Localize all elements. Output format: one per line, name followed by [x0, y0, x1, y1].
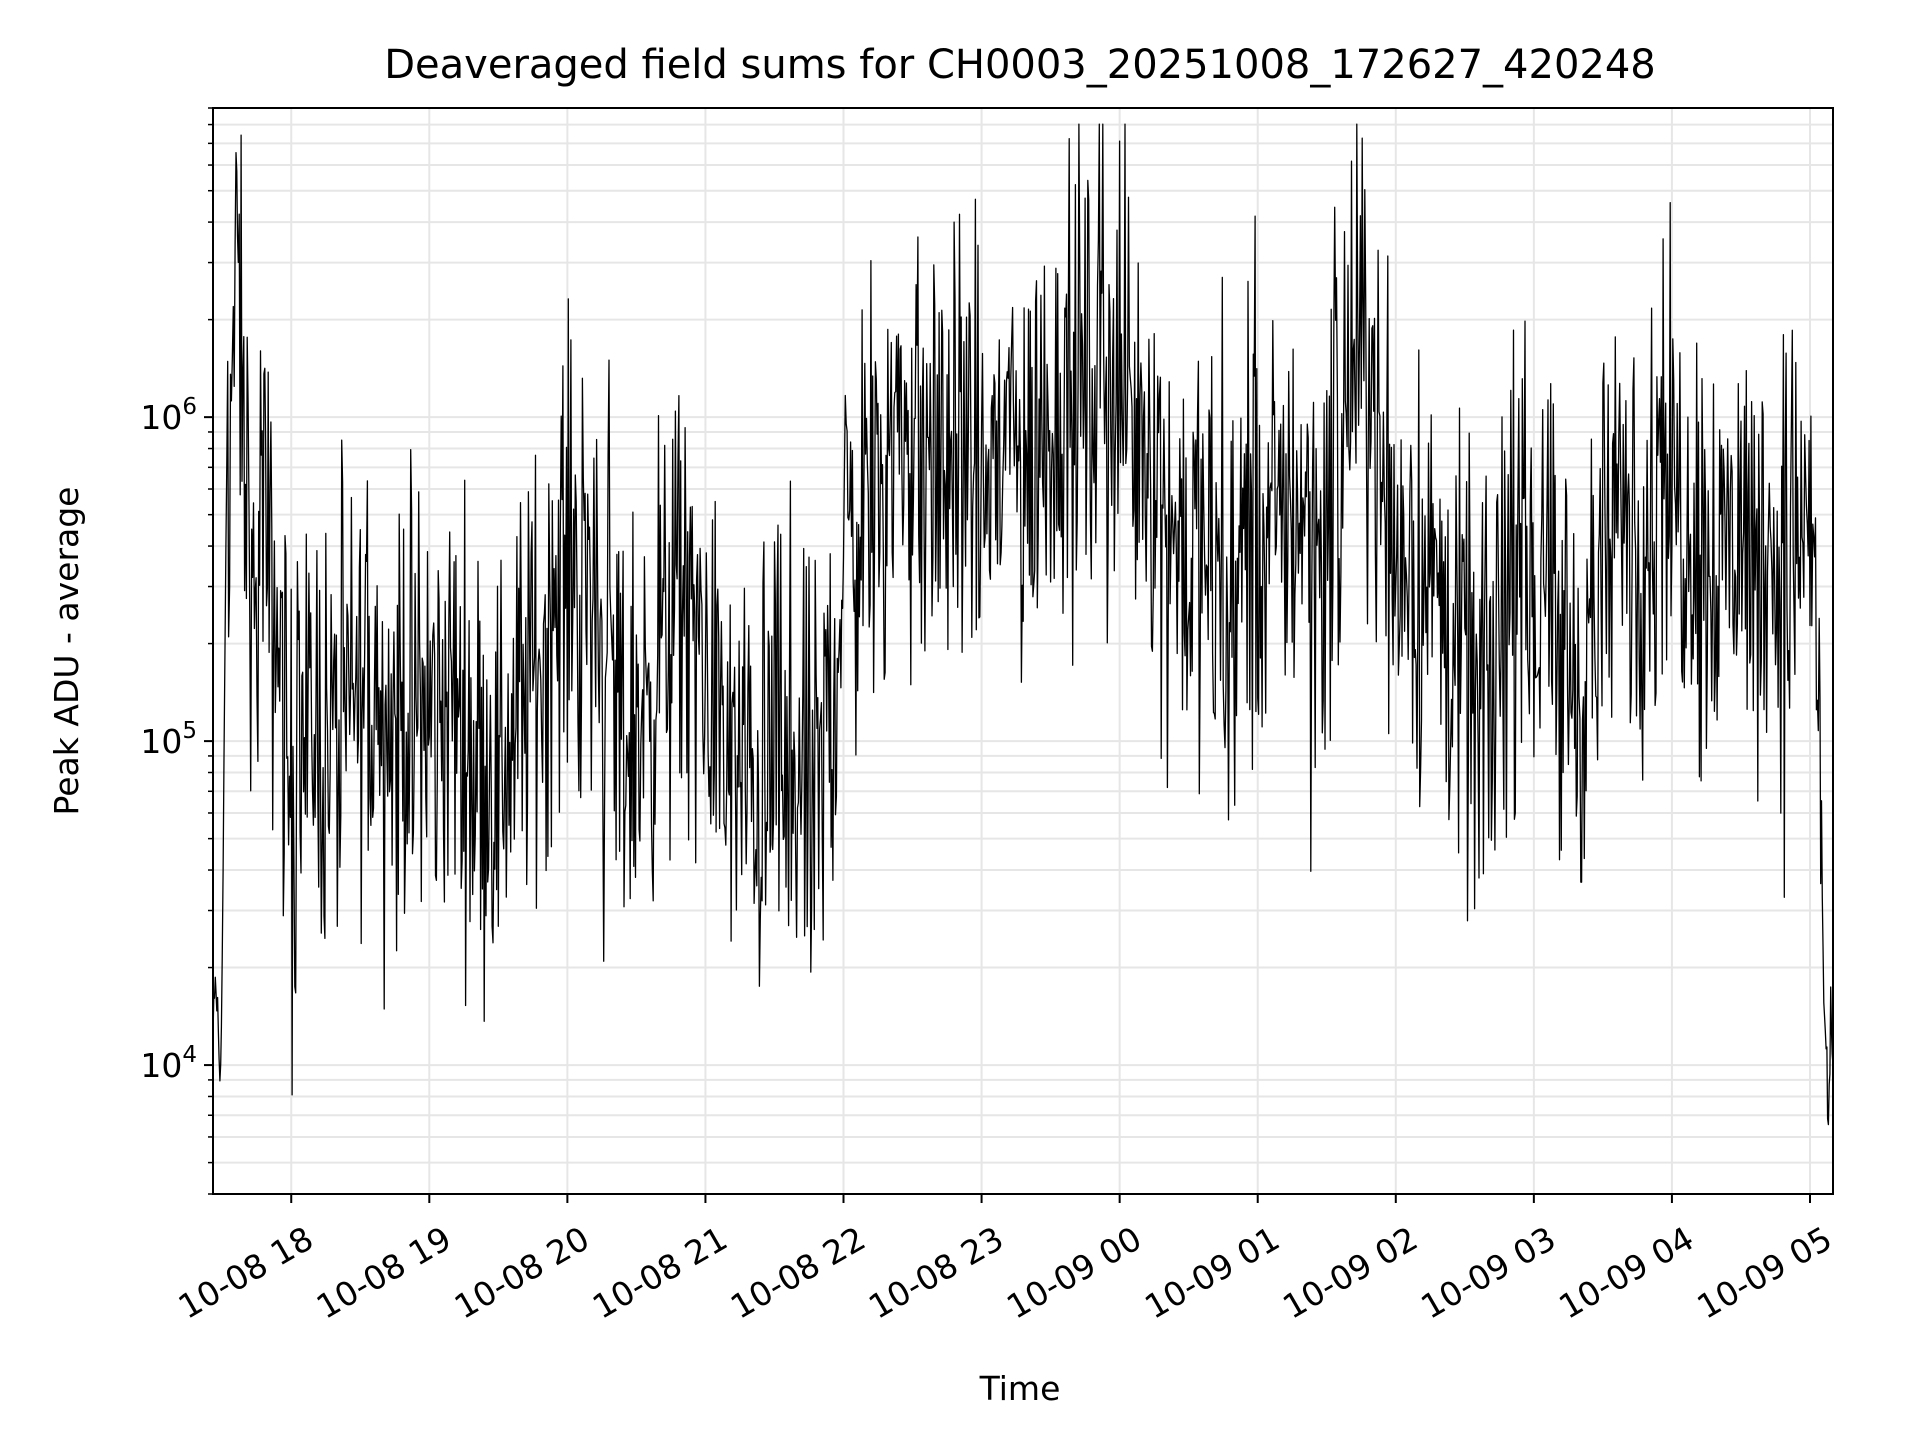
y-tick-label: 106 [140, 394, 197, 437]
y-axis-label: Peak ADU - average [47, 487, 86, 816]
y-axis: 104 105 106 [140, 107, 213, 1195]
y-tick-label: 104 [140, 1042, 197, 1085]
series-group [213, 123, 1833, 1126]
series-line [213, 123, 1833, 1126]
chart-title: Deaveraged field sums for CH0003_2025100… [384, 42, 1656, 88]
plot-frame [212, 107, 1834, 1195]
x-axis-label: Time [979, 1369, 1061, 1408]
y-tick-label: 105 [140, 718, 197, 761]
